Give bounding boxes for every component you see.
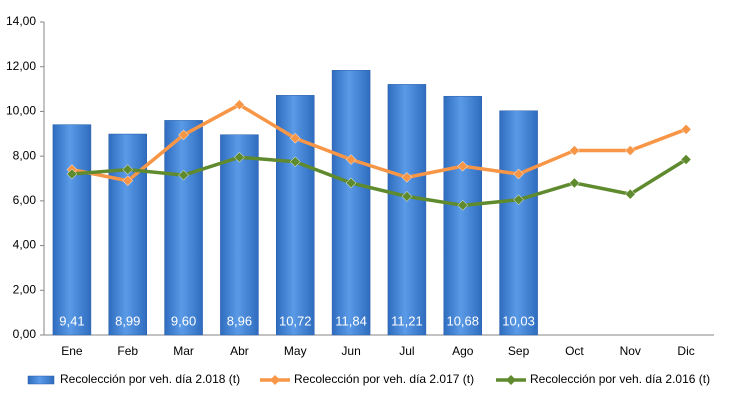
x-tick-label: Feb — [117, 344, 138, 358]
marker — [569, 145, 580, 156]
x-tick-label: Abr — [230, 344, 249, 358]
y-tick-label: 14,00 — [6, 14, 36, 28]
marker — [401, 191, 413, 202]
data-label: 10,72 — [279, 313, 312, 328]
legend-label: Recolección por veh. día 2.016 (t) — [530, 372, 710, 386]
bar — [220, 134, 259, 336]
marker — [624, 188, 636, 200]
data-label: 9,60 — [171, 313, 196, 328]
data-label: 9,41 — [59, 313, 84, 328]
y-tick-label: 6,00 — [13, 193, 37, 207]
x-tick-label: Jun — [341, 344, 360, 358]
x-tick-label: Nov — [620, 344, 641, 358]
marker — [345, 154, 357, 165]
x-tick-label: Oct — [565, 344, 584, 358]
x-tick-label: Mar — [173, 344, 194, 358]
marker — [401, 172, 413, 183]
y-tick-label: 8,00 — [13, 148, 37, 162]
marker — [513, 168, 524, 180]
marker — [289, 132, 301, 144]
data-label: 10,03 — [502, 313, 535, 328]
x-tick-label: May — [284, 344, 307, 358]
marker — [234, 99, 245, 111]
data-label: 8,96 — [227, 313, 252, 328]
bar — [164, 120, 203, 336]
x-tick-label: Ene — [61, 344, 83, 358]
marker — [457, 199, 469, 211]
x-tick-label: Dic — [677, 344, 694, 358]
marker — [122, 175, 134, 187]
marker — [122, 164, 134, 175]
y-tick-label: 10,00 — [6, 104, 36, 118]
marker — [680, 154, 692, 165]
legend-label: Recolección por veh. día 2.018 (t) — [60, 372, 240, 386]
data-label: 10,68 — [446, 313, 479, 328]
y-tick-label: 4,00 — [13, 238, 37, 252]
marker — [457, 160, 469, 172]
marker — [680, 123, 692, 135]
y-tick-label: 0,00 — [13, 327, 37, 341]
y-tick-label: 12,00 — [6, 59, 36, 73]
marker — [345, 177, 357, 189]
legend-label: Recolección por veh. día 2.017 (t) — [294, 372, 474, 386]
marker — [624, 145, 636, 156]
y-tick-label: 2,00 — [13, 282, 37, 296]
x-tick-label: Ago — [452, 344, 474, 358]
x-tick-label: Sep — [508, 344, 530, 358]
line — [71, 102, 687, 183]
marker — [289, 156, 301, 168]
marker — [66, 168, 78, 180]
bar — [331, 70, 371, 336]
bar — [443, 95, 482, 336]
bar — [499, 110, 538, 336]
marker — [513, 194, 524, 206]
bar — [387, 84, 427, 336]
data-label: 8,99 — [115, 313, 140, 328]
line — [71, 155, 688, 208]
data-label: 11,21 — [391, 313, 423, 328]
legend-marker — [270, 375, 280, 385]
bar — [108, 133, 147, 336]
marker — [178, 129, 189, 141]
legend-swatch — [27, 375, 55, 385]
data-label: 11,84 — [335, 313, 367, 328]
x-tick-label: Jul — [399, 344, 414, 358]
marker — [234, 151, 245, 163]
marker — [569, 177, 580, 189]
legend-marker — [506, 375, 516, 385]
bar — [52, 124, 92, 336]
marker — [178, 169, 189, 181]
